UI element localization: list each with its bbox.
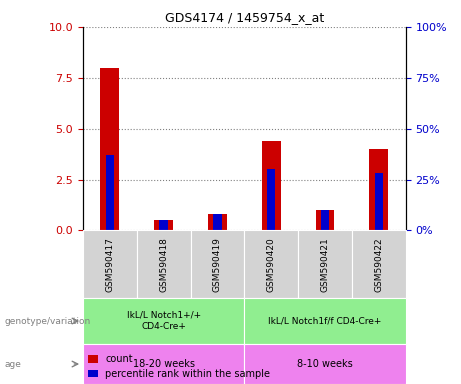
Bar	[137, 230, 190, 298]
Bar	[321, 210, 329, 230]
Bar	[352, 230, 406, 298]
Bar	[262, 141, 281, 230]
Bar	[83, 344, 244, 384]
Text: GSM590418: GSM590418	[159, 237, 168, 291]
Bar	[267, 169, 276, 230]
Text: 8-10 weeks: 8-10 weeks	[297, 359, 353, 369]
Title: GDS4174 / 1459754_x_at: GDS4174 / 1459754_x_at	[165, 11, 324, 24]
Text: 18-20 weeks: 18-20 weeks	[133, 359, 195, 369]
Text: GSM590419: GSM590419	[213, 237, 222, 291]
Text: IkL/L Notch1+/+
CD4-Cre+: IkL/L Notch1+/+ CD4-Cre+	[127, 311, 201, 331]
Bar	[160, 220, 168, 230]
Bar	[208, 214, 227, 230]
Bar	[374, 174, 383, 230]
Text: GSM590420: GSM590420	[267, 237, 276, 291]
Text: age: age	[5, 359, 22, 369]
Bar	[298, 230, 352, 298]
Bar	[83, 298, 244, 344]
Legend: count, percentile rank within the sample: count, percentile rank within the sample	[88, 354, 270, 379]
Bar	[106, 155, 114, 230]
Text: IkL/L Notch1f/f CD4-Cre+: IkL/L Notch1f/f CD4-Cre+	[268, 316, 382, 326]
Bar	[369, 149, 388, 230]
Bar	[190, 230, 244, 298]
Bar	[100, 68, 119, 230]
Bar	[244, 344, 406, 384]
Text: GSM590421: GSM590421	[320, 237, 330, 291]
Text: genotype/variation: genotype/variation	[5, 316, 91, 326]
Bar	[83, 230, 137, 298]
Bar	[244, 230, 298, 298]
Bar	[316, 210, 334, 230]
Bar	[244, 298, 406, 344]
Text: GSM590422: GSM590422	[374, 237, 383, 291]
Text: GSM590417: GSM590417	[106, 237, 114, 291]
Bar	[154, 220, 173, 230]
Bar	[213, 214, 222, 230]
